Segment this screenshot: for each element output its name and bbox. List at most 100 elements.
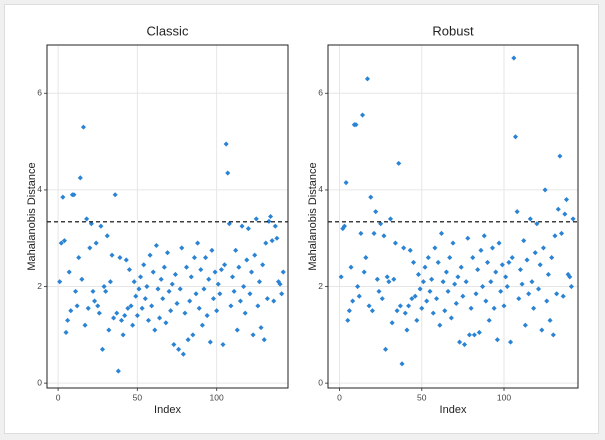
point [112, 192, 118, 198]
point [199, 322, 205, 328]
point [247, 291, 253, 297]
point [217, 291, 223, 297]
point [277, 281, 283, 287]
point [481, 233, 487, 239]
point [128, 303, 134, 309]
point [153, 242, 159, 249]
point [120, 332, 126, 338]
point [519, 281, 525, 287]
point [409, 296, 415, 302]
point [107, 279, 113, 285]
point [570, 216, 576, 222]
point [231, 288, 237, 294]
point [77, 175, 83, 181]
point [150, 269, 156, 275]
point [460, 293, 466, 299]
point [527, 216, 533, 222]
point [394, 308, 400, 314]
point [489, 245, 496, 251]
point [263, 240, 269, 246]
point [152, 327, 158, 333]
point [516, 296, 522, 302]
point [144, 284, 150, 290]
point [391, 276, 397, 282]
panel-border [46, 44, 289, 389]
point [496, 240, 502, 246]
point [111, 315, 117, 321]
point [419, 305, 425, 311]
point [374, 276, 380, 282]
point [531, 305, 537, 311]
point [434, 296, 440, 302]
point [158, 276, 164, 282]
point [407, 247, 413, 253]
point [185, 337, 191, 343]
y-tick-label: 6 [318, 88, 323, 98]
point [371, 230, 377, 236]
point [109, 252, 115, 258]
point [61, 238, 67, 244]
point [414, 317, 420, 323]
point [503, 274, 509, 280]
point [397, 303, 403, 309]
point [193, 291, 199, 297]
point [133, 293, 139, 299]
point [66, 269, 72, 275]
point [280, 269, 286, 275]
point [542, 187, 548, 193]
point [350, 298, 356, 304]
point [376, 288, 382, 294]
point [210, 296, 217, 302]
point [250, 332, 256, 338]
y-tick-label: 0 [318, 377, 323, 387]
point [260, 262, 266, 268]
point [252, 252, 258, 258]
panel-border [327, 44, 579, 389]
point [237, 298, 243, 304]
point [244, 257, 250, 263]
point [179, 245, 185, 251]
point [415, 271, 422, 278]
panel-title: Classic [147, 23, 189, 38]
x-tick-label: 50 [417, 392, 427, 402]
point [98, 223, 104, 229]
point [461, 341, 468, 348]
point [139, 305, 145, 311]
point [517, 267, 523, 273]
point [233, 247, 239, 253]
point [346, 308, 352, 314]
y-tick-label: 2 [318, 281, 323, 291]
point [226, 221, 232, 227]
point [163, 320, 169, 326]
point [88, 221, 94, 227]
point [136, 286, 142, 292]
point [125, 305, 131, 311]
point [183, 264, 190, 270]
point [504, 284, 510, 290]
point [470, 255, 476, 261]
point [95, 303, 101, 309]
point [417, 286, 423, 292]
point [554, 291, 560, 297]
point [149, 303, 155, 309]
point [169, 281, 175, 287]
point [399, 361, 405, 367]
point [476, 329, 482, 335]
point [457, 339, 463, 345]
point [106, 327, 112, 333]
point [438, 230, 445, 236]
point [361, 269, 367, 275]
point [493, 269, 499, 275]
point [87, 245, 93, 251]
point [155, 286, 161, 292]
point [488, 279, 494, 285]
point [141, 262, 147, 268]
point [196, 305, 202, 311]
point [172, 271, 178, 278]
point [123, 257, 129, 263]
point [171, 341, 177, 348]
point [191, 255, 197, 261]
point [506, 259, 512, 265]
point [84, 216, 90, 222]
point [182, 310, 188, 316]
